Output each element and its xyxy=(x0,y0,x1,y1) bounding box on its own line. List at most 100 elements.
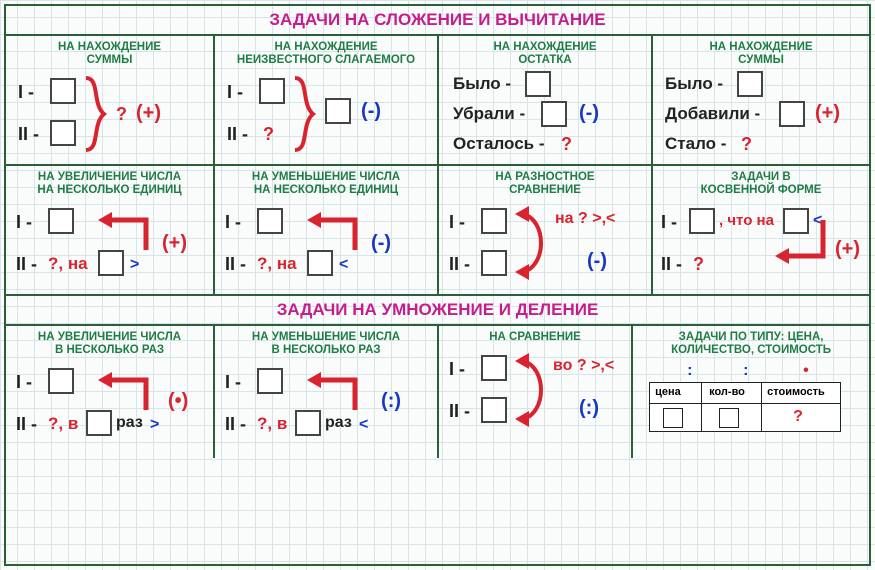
hdr-price: ЗАДАЧИ ПО ТИПУ: ЦЕНА,КОЛИЧЕСТВО, СТОИМОС… xyxy=(633,326,869,360)
q-mark: ? xyxy=(793,408,803,426)
brace-icon xyxy=(82,74,112,154)
box-icon xyxy=(481,250,507,276)
row-3: НА УВЕЛИЧЕНИЕ ЧИСЛАВ НЕСКОЛЬКО РАЗ I - I… xyxy=(6,324,869,458)
lbl-I: I - xyxy=(449,359,465,380)
hdr-sum1: НА НАХОЖДЕНИЕСУММЫ xyxy=(6,36,213,70)
body-inc-units: I - II - ?, на > (+) xyxy=(6,200,213,294)
hdr-remain: НА НАХОЖДЕНИЕОСТАТКА xyxy=(439,36,651,70)
lbl-II: II - xyxy=(661,254,682,275)
hdr-inc-units: НА УВЕЛИЧЕНИЕ ЧИСЛАНА НЕСКОЛЬКО ЕДИНИЦ xyxy=(6,166,213,200)
box-icon xyxy=(663,408,683,428)
box-icon xyxy=(737,71,763,97)
box-icon xyxy=(48,208,74,234)
q-mark: ? xyxy=(741,134,752,155)
lbl-added: Добавили - xyxy=(665,104,760,124)
box-icon xyxy=(257,368,283,394)
q-v: ?, в xyxy=(257,414,287,434)
th-price: цена xyxy=(655,386,681,398)
arrow-up-icon xyxy=(96,206,156,254)
lt-icon: < xyxy=(359,416,368,434)
lbl-I: I - xyxy=(227,82,243,103)
th-cost: стоимость xyxy=(767,386,825,398)
arrow-up-icon xyxy=(305,366,365,414)
lbl-removed: Убрали - xyxy=(453,104,525,124)
box-icon xyxy=(719,408,739,428)
body-remain: Было - Убрали - (-) Осталось - ? xyxy=(439,70,651,164)
arrow-down-icon xyxy=(773,216,833,268)
hdr-sum2: НА НАХОЖДЕНИЕСУММЫ xyxy=(653,36,869,70)
body-sum2: Было - Добавили - (+) Стало - ? xyxy=(653,70,869,164)
lbl-raz: раз xyxy=(116,414,143,432)
cell-dec-times: НА УМЕНЬШЕНИЕ ЧИСЛАВ НЕСКОЛЬКО РАЗ I - I… xyxy=(215,326,439,458)
curve-arrow-icon xyxy=(513,206,553,280)
op-minus: (-) xyxy=(361,100,381,123)
lbl-II: II - xyxy=(449,401,470,422)
lbl-I: I - xyxy=(449,212,465,233)
lbl-II: II - xyxy=(449,254,470,275)
poster-frame: ЗАДАЧИ НА СЛОЖЕНИЕ И ВЫЧИТАНИЕ НА НАХОЖД… xyxy=(4,4,871,566)
cell-cmp: НА СРАВНЕНИЕ I - II - во ? >,< (:) xyxy=(439,326,633,458)
hdr-dec-times: НА УМЕНЬШЕНИЕ ЧИСЛАВ НЕСКОЛЬКО РАЗ xyxy=(215,326,437,360)
box-icon xyxy=(48,368,74,394)
op-minus: (-) xyxy=(587,250,607,273)
body-addend: I - II - ? (-) xyxy=(215,70,437,164)
arrow-up-icon xyxy=(96,366,156,414)
op-dot-txt: • xyxy=(803,362,809,380)
box-icon xyxy=(50,120,76,146)
lbl-was: Было - xyxy=(453,74,511,94)
cell-inc-units: НА УВЕЛИЧЕНИЕ ЧИСЛАНА НЕСКОЛЬКО ЕДИНИЦ I… xyxy=(6,166,215,294)
row-2: НА УВЕЛИЧЕНИЕ ЧИСЛАНА НЕСКОЛЬКО ЕДИНИЦ I… xyxy=(6,164,869,294)
curve-arrow-icon xyxy=(513,353,553,427)
box-icon xyxy=(525,71,551,97)
th-qty: кол-во xyxy=(709,386,745,398)
cell-indirect: ЗАДАЧИ ВКОСВЕННОЙ ФОРМЕ I - , что на < I… xyxy=(653,166,869,294)
section2-title: ЗАДАЧИ НА УМНОЖЕНИЕ И ДЕЛЕНИЕ xyxy=(6,294,869,324)
q-mark: ? xyxy=(561,134,572,155)
q-mark: ? xyxy=(116,104,127,125)
op-div: (:) xyxy=(381,390,401,413)
cell-remain: НА НАХОЖДЕНИЕОСТАТКА Было - Убрали - (-)… xyxy=(439,36,653,164)
q-v: ?, в xyxy=(48,414,78,434)
cell-price: ЗАДАЧИ ПО ТИПУ: ЦЕНА,КОЛИЧЕСТВО, СТОИМОС… xyxy=(633,326,869,458)
body-sum1: I - II - ? (+) xyxy=(6,70,213,164)
vo-q: во ? >,< xyxy=(553,357,614,375)
lbl-I: I - xyxy=(16,372,32,393)
op-plus: (+) xyxy=(162,232,187,255)
box-icon xyxy=(481,397,507,423)
op-plus: (+) xyxy=(835,238,860,261)
q-na: ?, на xyxy=(48,254,88,274)
lbl-raz: раз xyxy=(325,414,352,432)
body-inc-times: I - II - ?, в раз > (•) xyxy=(6,360,213,458)
q-na: ?, на xyxy=(257,254,297,274)
gt-icon: > xyxy=(130,256,139,274)
lbl-II: II - xyxy=(225,254,246,275)
op-minus: (-) xyxy=(371,232,391,255)
cell-diff-cmp: НА РАЗНОСТНОЕСРАВНЕНИЕ I - II - на ? >,<… xyxy=(439,166,653,294)
q-mark: ? xyxy=(263,124,274,145)
body-dec-times: I - II - ?, в раз < (:) xyxy=(215,360,437,458)
box-icon xyxy=(257,208,283,234)
body-indirect: I - , что на < II - ? (+) xyxy=(653,200,869,294)
cell-addend: НА НАХОЖДЕНИЕНЕИЗВЕСТНОГО СЛАГАЕМОГО I -… xyxy=(215,36,439,164)
lbl-I: I - xyxy=(18,82,34,103)
op-dot: (•) xyxy=(168,390,188,413)
cell-sum1: НА НАХОЖДЕНИЕСУММЫ I - II - ? (+) xyxy=(6,36,215,164)
body-price: : : • цена кол-во стоимость ? xyxy=(633,360,869,458)
cell-inc-times: НА УВЕЛИЧЕНИЕ ЧИСЛАВ НЕСКОЛЬКО РАЗ I - I… xyxy=(6,326,215,458)
op-div-txt: : xyxy=(743,362,748,380)
lbl-I: I - xyxy=(225,372,241,393)
na-q: на ? >,< xyxy=(555,210,615,228)
lbl-II: II - xyxy=(16,414,37,435)
cell-sum2: НА НАХОЖДЕНИЕСУММЫ Было - Добавили - (+)… xyxy=(653,36,869,164)
box-icon xyxy=(259,78,285,104)
lbl-II: II - xyxy=(18,124,39,145)
lbl-I: I - xyxy=(16,212,32,233)
hdr-addend: НА НАХОЖДЕНИЕНЕИЗВЕСТНОГО СЛАГАЕМОГО xyxy=(215,36,437,70)
lbl-left: Осталось - xyxy=(453,134,544,154)
op-div-txt: : xyxy=(687,362,692,380)
op-plus: (+) xyxy=(136,102,161,125)
op-plus: (+) xyxy=(815,102,840,125)
box-icon xyxy=(50,78,76,104)
cell-dec-units: НА УМЕНЬШЕНИЕ ЧИСЛАНА НЕСКОЛЬКО ЕДИНИЦ I… xyxy=(215,166,439,294)
section1-title: ЗАДАЧИ НА СЛОЖЕНИЕ И ВЫЧИТАНИЕ xyxy=(6,6,869,34)
